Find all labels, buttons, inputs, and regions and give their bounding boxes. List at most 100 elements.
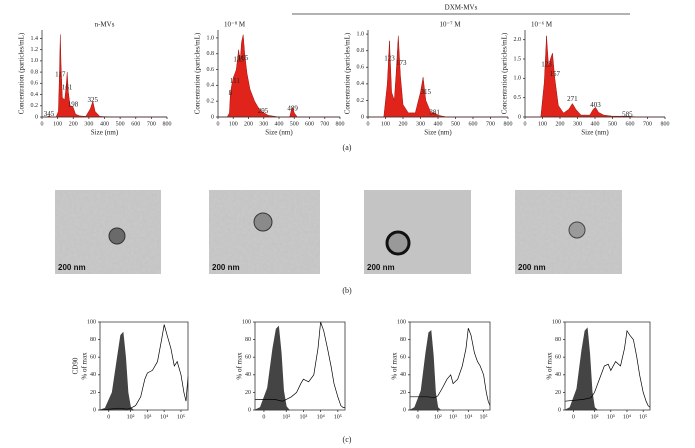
x-tick-label: 10⁴ xyxy=(160,414,168,420)
y-tick-label: 40 xyxy=(555,372,561,378)
peak-label: 403 xyxy=(590,101,601,109)
x-axis-title: Size (nm) xyxy=(265,129,293,137)
y-tick-label: 0 xyxy=(518,114,521,120)
x-tick-label: 100 xyxy=(381,121,390,127)
scale-label: 200 nm xyxy=(58,263,86,272)
chart-title: n-MVs xyxy=(95,21,115,29)
x-tick-label: 10³ xyxy=(607,414,615,420)
peak-label: 117 xyxy=(55,71,66,79)
y-tick-label: 0 xyxy=(211,114,214,120)
y-tick-label: 0.4 xyxy=(31,92,39,98)
peak-label: 271 xyxy=(567,95,578,103)
y-tick-label: 100 xyxy=(397,319,406,325)
x-tick-label: 600 xyxy=(305,121,314,127)
tem-image: 200 nm xyxy=(515,190,622,274)
y-tick-label: 80 xyxy=(90,337,96,343)
peak-label: 165 xyxy=(238,54,249,62)
histogram-filled xyxy=(254,325,291,411)
scale-label: 200 nm xyxy=(518,263,546,272)
peak-label: 123 xyxy=(541,60,552,68)
y-tick-label: 1.0 xyxy=(31,58,39,64)
peak-label: 585 xyxy=(622,110,633,118)
y-tick-label: 0.2 xyxy=(31,103,39,109)
chart: 0 10² 10³ 10⁴ 10⁵ 0 20 40 60 80 100 % of max xyxy=(546,319,651,420)
x-tick-label: 10² xyxy=(282,414,290,420)
panel-label: (b) xyxy=(342,286,352,295)
y-tick-label: 1.5 xyxy=(514,56,522,62)
x-tick-label: 500 xyxy=(451,121,460,127)
y-tick-label: 0.8 xyxy=(31,69,39,75)
x-tick-label: 10⁴ xyxy=(623,414,631,420)
y-tick-label: 40 xyxy=(400,372,406,378)
y-axis-title: Concentration (particles/mL) xyxy=(344,32,352,114)
x-tick-label: 200 xyxy=(399,121,408,127)
x-tick-label: 300 xyxy=(84,121,93,127)
x-tick-label: 300 xyxy=(573,121,582,127)
histogram-line xyxy=(99,324,189,411)
y-tick-label: 0.6 xyxy=(31,81,39,87)
peak-label: 173 xyxy=(396,59,407,67)
y-axis-title: Concentration (particles/mL) xyxy=(18,32,26,114)
x-tick-label: 300 xyxy=(416,121,425,127)
y-tick-label: 1.0 xyxy=(207,35,215,41)
x-tick-label: 10⁵ xyxy=(177,414,185,420)
y-tick-label: 20 xyxy=(245,390,251,396)
y-tick-label: 0.6 xyxy=(207,67,215,73)
y-tick-label: 0.8 xyxy=(357,48,365,54)
x-tick-label: 10³ xyxy=(143,414,151,420)
chart-title: 10⁻⁸ M xyxy=(224,21,246,29)
x-tick-label: 0 xyxy=(107,414,110,420)
x-tick-label: 700 xyxy=(320,121,329,127)
y-tick-label: 0.4 xyxy=(207,83,215,89)
y-tick-label: 0 xyxy=(35,114,38,120)
x-tick-label: 100 xyxy=(229,121,238,127)
y-tick-label: 0.6 xyxy=(357,65,365,71)
x-tick-label: 700 xyxy=(486,121,495,127)
y-tick-label: 0.8 xyxy=(207,51,215,57)
y-tick-label: 1.4 xyxy=(31,36,39,42)
y-tick-label: 20 xyxy=(90,390,96,396)
x-tick-label: 10² xyxy=(434,414,442,420)
y-tick-label: 0.5 xyxy=(514,95,522,101)
x-tick-label: 100 xyxy=(538,121,547,127)
group-label: DXM-MVs xyxy=(445,4,478,12)
peak-label: 157 xyxy=(550,70,561,78)
peak-label: 345 xyxy=(44,110,55,118)
scale-label: 200 nm xyxy=(367,263,395,272)
peak-label: 315 xyxy=(421,88,432,96)
y-axis-title: % of max xyxy=(546,352,554,380)
x-tick-label: 500 xyxy=(608,121,617,127)
x-tick-label: 0 xyxy=(217,121,220,127)
row-label: CD90 xyxy=(72,357,80,374)
histogram-filled xyxy=(99,331,135,411)
x-tick-label: 10³ xyxy=(300,414,308,420)
peak-label: 161 xyxy=(62,83,73,91)
histogram-filled xyxy=(409,330,442,411)
peak-label: 8 xyxy=(229,89,233,97)
y-tick-label: 80 xyxy=(555,337,561,343)
area xyxy=(368,35,508,118)
x-tick-label: 10² xyxy=(591,414,599,420)
histogram-line xyxy=(255,321,345,408)
x-tick-label: 700 xyxy=(147,121,156,127)
axis xyxy=(564,321,651,411)
x-tick-label: 10² xyxy=(127,414,135,420)
x-axis-title: Size (nm) xyxy=(424,129,452,137)
y-tick-label: 60 xyxy=(555,355,561,361)
x-tick-label: 200 xyxy=(556,121,565,127)
tem-image: 200 nm xyxy=(209,190,320,274)
x-tick-label: 10³ xyxy=(449,414,457,420)
x-tick-label: 500 xyxy=(290,121,299,127)
y-tick-label: 60 xyxy=(245,355,251,361)
tem-image: 200 nm xyxy=(364,190,471,274)
peak-label: 135 xyxy=(233,56,244,64)
x-tick-label: 800 xyxy=(336,121,345,127)
area xyxy=(42,34,167,118)
peak-label: 489 xyxy=(287,105,298,113)
peak-label: 325 xyxy=(88,96,99,104)
x-tick-label: 0 xyxy=(262,414,265,420)
y-axis-title: Concentration (particles/mL) xyxy=(501,32,509,114)
x-tick-label: 100 xyxy=(53,121,62,127)
